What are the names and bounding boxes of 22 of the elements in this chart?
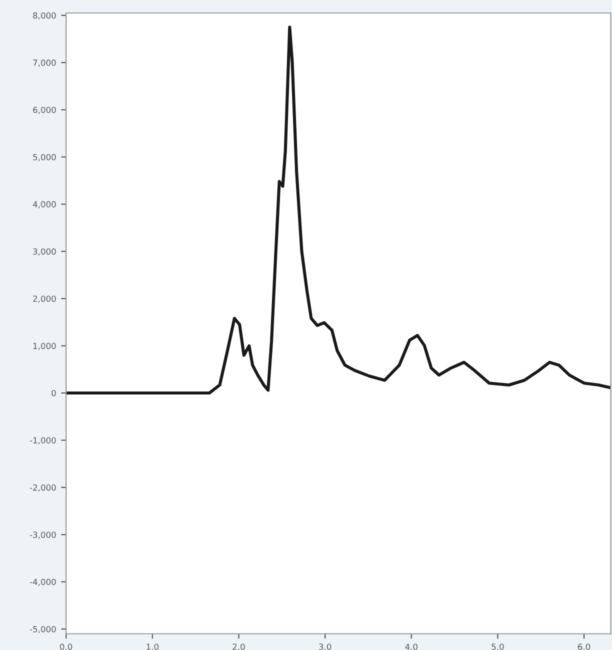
y-tick-label: 6,000 (33, 106, 56, 114)
y-tick-label: 8,000 (33, 12, 56, 20)
y-tick-label: 1,000 (33, 342, 56, 350)
x-tick-label: 3.0 (319, 644, 332, 650)
y-tick-label: 3,000 (33, 248, 56, 256)
line-series (66, 26, 611, 395)
x-tick-label: 4.0 (405, 644, 418, 650)
y-tick-label: -4,000 (30, 578, 56, 586)
x-tick-label: 2.0 (232, 644, 245, 650)
y-tick-label: 7,000 (33, 60, 56, 67)
x-tick-label: 6.0 (578, 644, 590, 650)
y-tick-label: -2,000 (30, 484, 56, 492)
y-tick-label: 4,000 (32, 201, 56, 208)
x-tick-label: 0.0 (60, 644, 72, 650)
y-tick-label: -1,000 (30, 437, 56, 444)
y-tick-label: 0 (52, 390, 56, 396)
y-tick-label: 5,000 (33, 154, 56, 162)
y-tick-label: -5,000 (30, 626, 56, 634)
x-tick-label: 5.0 (492, 644, 504, 650)
y-tick-label: 2,000 (33, 296, 56, 303)
x-tick-label: 1.0 (146, 644, 158, 650)
y-tick-label: -3,000 (30, 532, 56, 539)
